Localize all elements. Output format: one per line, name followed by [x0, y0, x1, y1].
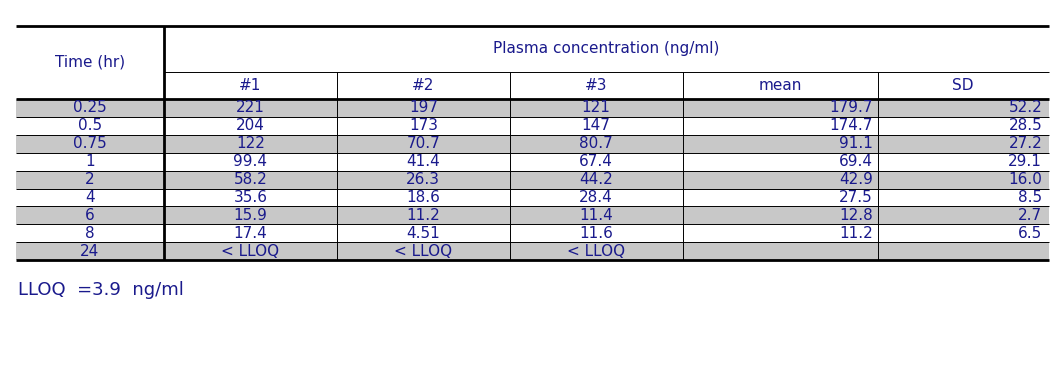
Bar	[16, 206, 1049, 224]
Text: 80.7: 80.7	[579, 136, 613, 151]
Bar	[16, 99, 1049, 117]
Text: 11.2: 11.2	[839, 226, 873, 241]
Text: 70.7: 70.7	[407, 136, 440, 151]
Text: Plasma concentration (ng/ml): Plasma concentration (ng/ml)	[494, 41, 720, 57]
Text: 11.4: 11.4	[579, 208, 613, 223]
Bar	[16, 153, 1049, 170]
Text: 41.4: 41.4	[407, 154, 440, 169]
Text: mean: mean	[759, 78, 802, 93]
Bar	[16, 170, 1049, 189]
Text: 197: 197	[409, 100, 438, 115]
Text: 1: 1	[86, 154, 95, 169]
Text: 11.6: 11.6	[579, 226, 613, 241]
Text: 99.4: 99.4	[234, 154, 267, 169]
Text: 173: 173	[409, 118, 438, 133]
Text: < LLOQ: < LLOQ	[221, 244, 279, 259]
Text: 2.7: 2.7	[1018, 208, 1042, 223]
Text: 26.3: 26.3	[406, 172, 441, 187]
Text: 69.4: 69.4	[838, 154, 873, 169]
Text: 204: 204	[236, 118, 265, 133]
Text: 29.1: 29.1	[1008, 154, 1042, 169]
Text: 28.5: 28.5	[1008, 118, 1042, 133]
Bar	[16, 135, 1049, 153]
Text: 16.0: 16.0	[1008, 172, 1042, 187]
Text: 8.5: 8.5	[1018, 190, 1042, 205]
Text: 179.7: 179.7	[829, 100, 873, 115]
Text: 4: 4	[86, 190, 95, 205]
Text: 147: 147	[581, 118, 611, 133]
Text: Time (hr): Time (hr)	[55, 55, 125, 70]
Text: < LLOQ: < LLOQ	[394, 244, 452, 259]
Text: 15.9: 15.9	[234, 208, 267, 223]
Bar	[16, 243, 1049, 260]
Text: SD: SD	[952, 78, 973, 93]
Text: 6: 6	[85, 208, 95, 223]
Text: 174.7: 174.7	[830, 118, 873, 133]
Text: < LLOQ: < LLOQ	[568, 244, 626, 259]
Bar	[16, 117, 1049, 135]
Text: 18.6: 18.6	[406, 190, 441, 205]
Text: #2: #2	[412, 78, 434, 93]
Text: 122: 122	[236, 136, 265, 151]
Text: 121: 121	[581, 100, 611, 115]
Text: 27.2: 27.2	[1008, 136, 1042, 151]
Text: LLOQ  =3.9  ng/ml: LLOQ =3.9 ng/ml	[18, 281, 184, 299]
Text: 28.4: 28.4	[579, 190, 613, 205]
Text: 24: 24	[80, 244, 99, 259]
Text: 91.1: 91.1	[839, 136, 873, 151]
Text: 12.8: 12.8	[839, 208, 873, 223]
Text: 52.2: 52.2	[1008, 100, 1042, 115]
Text: 42.9: 42.9	[839, 172, 873, 187]
Text: 17.4: 17.4	[234, 226, 267, 241]
Bar	[16, 26, 1049, 99]
Text: 0.75: 0.75	[73, 136, 107, 151]
Text: 0.5: 0.5	[78, 118, 103, 133]
Text: 6.5: 6.5	[1018, 226, 1042, 241]
Text: 0.25: 0.25	[73, 100, 107, 115]
Text: 35.6: 35.6	[234, 190, 267, 205]
Text: 8: 8	[86, 226, 95, 241]
Text: 11.2: 11.2	[407, 208, 440, 223]
Text: 44.2: 44.2	[579, 172, 613, 187]
Text: 221: 221	[236, 100, 265, 115]
Text: 67.4: 67.4	[579, 154, 613, 169]
Bar	[16, 224, 1049, 243]
Text: #3: #3	[585, 78, 608, 93]
Text: #1: #1	[239, 78, 262, 93]
Text: 27.5: 27.5	[839, 190, 873, 205]
Text: 58.2: 58.2	[234, 172, 267, 187]
Text: 2: 2	[86, 172, 95, 187]
Bar	[16, 189, 1049, 206]
Text: 4.51: 4.51	[407, 226, 440, 241]
